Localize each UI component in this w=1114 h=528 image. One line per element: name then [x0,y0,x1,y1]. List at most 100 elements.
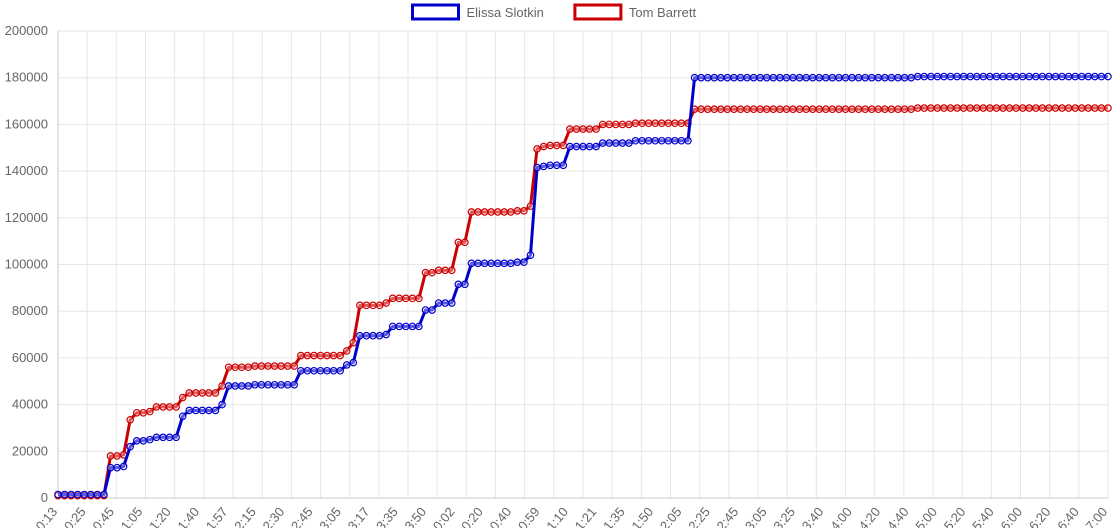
data-point [972,72,981,81]
data-point [749,105,758,114]
data-point [867,105,876,114]
data-point [415,322,423,331]
data-point [507,208,515,216]
data-point [1005,72,1014,81]
data-point [703,105,712,114]
data-point [474,208,482,216]
data-point [605,139,614,147]
data-point [822,105,830,114]
x-tick-label: 1:50 [628,504,656,528]
data-point [1084,104,1093,112]
data-point [1032,104,1040,112]
data-point [966,104,974,112]
data-point [566,125,574,133]
y-tick-label: 100000 [5,257,48,272]
data-point [1038,72,1047,81]
data-point [677,119,686,128]
data-point [277,380,285,389]
x-tick-label: 0:02 [430,504,458,528]
x-tick-label: 1:20 [146,504,174,528]
data-point [297,351,305,360]
legend-label: Tom Barrett [629,5,697,20]
data-point [139,408,148,417]
data-point [178,412,187,421]
data-point [1058,72,1066,81]
data-point [566,142,574,151]
data-point [165,433,174,442]
data-point [329,351,338,360]
x-tick-label: 0:25 [61,504,89,528]
data-point [907,105,915,114]
data-point [264,380,272,389]
data-point [172,403,180,411]
legend[interactable]: Elissa Slotkin Tom Barrett [411,3,697,21]
data-point [559,141,568,150]
data-point [244,382,253,390]
y-tick-label: 60000 [12,350,48,365]
data-point [913,104,922,112]
data-point [1012,104,1020,112]
data-point [671,136,679,145]
data-point [454,280,463,289]
data-point [1051,104,1060,112]
data-point [270,380,279,389]
series-line [58,75,1108,496]
data-point [743,105,751,114]
data-point [730,73,738,82]
data-point [1084,72,1093,81]
data-point [979,104,988,112]
data-point [815,73,824,82]
data-point [920,104,929,112]
x-tick-label: 3:05 [316,504,344,528]
data-point [1097,72,1106,81]
data-point [251,380,259,389]
data-point [782,73,791,82]
data-point [113,452,121,460]
data-point [231,363,239,372]
data-point [1025,72,1034,81]
data-point [342,347,351,355]
data-point [178,393,187,402]
data-point [762,105,771,114]
legend-item-elissa-slotkin[interactable]: Elissa Slotkin [411,3,544,21]
data-point [953,104,961,112]
data-point [762,73,771,82]
data-point [192,389,200,397]
data-point [1045,104,1053,112]
data-point [539,142,548,151]
data-point [159,403,167,411]
data-point [224,363,233,372]
legend-item-tom-barrett[interactable]: Tom Barrett [573,3,697,21]
data-point [874,73,883,82]
data-point [789,105,797,114]
data-point [940,104,948,112]
data-point [198,406,207,415]
x-tick-label: 5:20 [941,504,969,528]
data-point [664,119,673,128]
data-point [93,490,102,499]
data-point [408,322,417,331]
data-point [756,105,764,114]
data-point [402,322,410,331]
x-tick-label: 7:00 [1083,504,1111,528]
data-point [802,105,810,114]
data-point [697,105,705,114]
data-point [815,105,824,114]
data-point [480,208,489,216]
data-point [723,73,732,82]
x-tick-label: 6:00 [997,504,1025,528]
grid [57,30,1109,499]
data-point [415,294,423,303]
data-point [861,105,869,114]
data-point [592,125,600,133]
data-point [966,72,974,81]
data-point [598,139,607,147]
legend-label: Elissa Slotkin [467,5,544,20]
data-point [349,338,358,347]
data-point [710,105,719,114]
data-point [808,105,817,114]
data-point [434,266,443,275]
data-point [881,105,889,114]
data-point [795,105,804,114]
data-point [992,72,1001,81]
